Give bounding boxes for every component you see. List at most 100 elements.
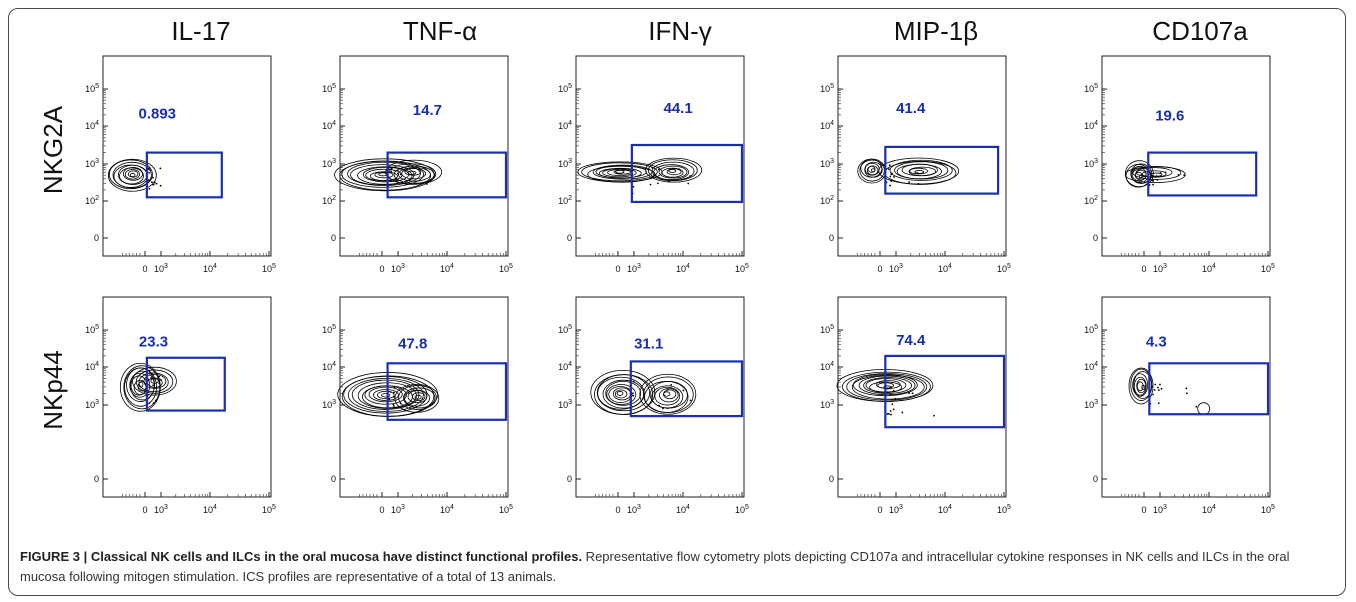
y-tick-label: 0 <box>1093 233 1098 243</box>
event-dot <box>682 389 685 392</box>
y-tick-label: 102 <box>1084 195 1098 206</box>
contour-line <box>597 376 645 410</box>
y-tick-label: 103 <box>558 158 572 169</box>
x-tick-label: 103 <box>889 263 903 274</box>
gate-percentage-label: 0.893 <box>138 106 176 123</box>
event-dot <box>678 168 681 171</box>
event-dot <box>667 180 670 183</box>
event-dot <box>392 405 395 408</box>
column-header: IL-17 <box>171 16 230 46</box>
gate-percentage-label: 44.1 <box>663 100 692 117</box>
contour-line <box>398 167 431 182</box>
y-tick-label: 103 <box>85 158 99 169</box>
contour-line <box>119 167 144 185</box>
event-dot <box>666 407 669 410</box>
contour-line <box>846 373 928 401</box>
contour-line <box>112 161 152 189</box>
event-dot <box>1157 386 1159 389</box>
x-tick-label: 0 <box>877 264 882 274</box>
event-dot <box>888 413 890 415</box>
event-dot <box>396 169 399 172</box>
contour-line <box>143 373 167 389</box>
y-tick-label: 104 <box>558 120 572 131</box>
gate-rectangle <box>145 151 223 199</box>
y-tick-label: 104 <box>558 361 572 372</box>
y-tick-label: 0 <box>94 474 99 484</box>
event-dot <box>150 376 153 379</box>
contour-line <box>412 392 426 402</box>
contour-line <box>347 378 424 412</box>
y-tick-label: 105 <box>322 324 336 335</box>
y-tick-label: 104 <box>820 361 834 372</box>
event-dot <box>657 168 660 171</box>
event-dot <box>891 403 894 406</box>
contour-line <box>129 173 136 178</box>
y-tick-label: 102 <box>558 195 572 206</box>
event-dot <box>399 402 402 405</box>
y-tick-label: 103 <box>820 158 834 169</box>
contour-line <box>883 385 893 390</box>
contour-line <box>108 159 153 190</box>
x-tick-label: 104 <box>203 263 217 274</box>
event-dot <box>158 382 161 385</box>
event-dot <box>155 392 157 395</box>
contour-line <box>851 374 925 400</box>
contour-line <box>129 370 155 401</box>
gate-rectangle <box>386 151 508 199</box>
y-tick-label: 104 <box>85 361 99 372</box>
event-dot <box>687 182 690 185</box>
gate-rectangle <box>884 354 1006 429</box>
event-dot <box>916 172 919 174</box>
contour-line <box>914 169 925 174</box>
event-dot <box>654 174 657 177</box>
column-header: TNF-α <box>403 16 477 46</box>
contour-line <box>334 158 435 192</box>
x-tick-label: 104 <box>440 504 454 515</box>
flow-plot-panel: 0 103 104 105 0 103 104 105 74.4 <box>820 296 1011 515</box>
event-dot <box>917 182 920 185</box>
x-tick-label: 103 <box>154 504 168 515</box>
x-tick-label: 103 <box>1153 263 1167 274</box>
event-dot <box>1160 387 1163 390</box>
event-dot <box>1159 172 1162 174</box>
y-tick-label: 0 <box>94 233 99 243</box>
gate-percentage-label: 19.6 <box>1155 107 1184 124</box>
event-dot <box>889 393 892 396</box>
event-dot <box>886 413 889 415</box>
contour-line <box>658 165 688 179</box>
event-dot <box>389 180 392 183</box>
x-tick-label: 105 <box>997 504 1011 515</box>
contour-line <box>123 167 144 181</box>
flow-plot-panel: 0 102 103 104 105 0 103 104 105 0.893 <box>85 55 276 274</box>
contour-line <box>663 391 671 397</box>
y-tick-label: 0 <box>1093 474 1098 484</box>
event-dot <box>666 388 669 391</box>
y-tick-label: 104 <box>1084 120 1098 131</box>
event-dot <box>1152 183 1154 186</box>
event-dot <box>1152 180 1155 182</box>
column-header: CD107a <box>1152 16 1248 46</box>
plot-box <box>837 296 1007 498</box>
y-tick-label: 103 <box>820 399 834 410</box>
flow-plot-panel: 0 102 103 104 105 0 103 104 105 41.4 <box>820 55 1011 274</box>
contour-line <box>639 373 697 415</box>
y-tick-label: 103 <box>1084 158 1098 169</box>
event-dot <box>908 181 910 183</box>
x-tick-label: 103 <box>627 263 641 274</box>
contour-line <box>398 385 437 410</box>
event-dot <box>901 411 904 414</box>
event-dot <box>393 387 396 389</box>
x-tick-label: 105 <box>499 263 513 274</box>
contour-line <box>1136 378 1147 394</box>
event-dot <box>908 392 911 395</box>
plot-box <box>1101 296 1271 498</box>
contour-line <box>870 168 876 173</box>
x-tick-label: 103 <box>391 263 405 274</box>
y-tick-label: 102 <box>820 195 834 206</box>
y-tick-label: 105 <box>322 83 336 94</box>
event-dot <box>1185 392 1188 395</box>
x-tick-label: 103 <box>391 504 405 515</box>
y-tick-label: 103 <box>558 399 572 410</box>
plot-box <box>1101 55 1271 257</box>
plot-box <box>837 55 1007 257</box>
